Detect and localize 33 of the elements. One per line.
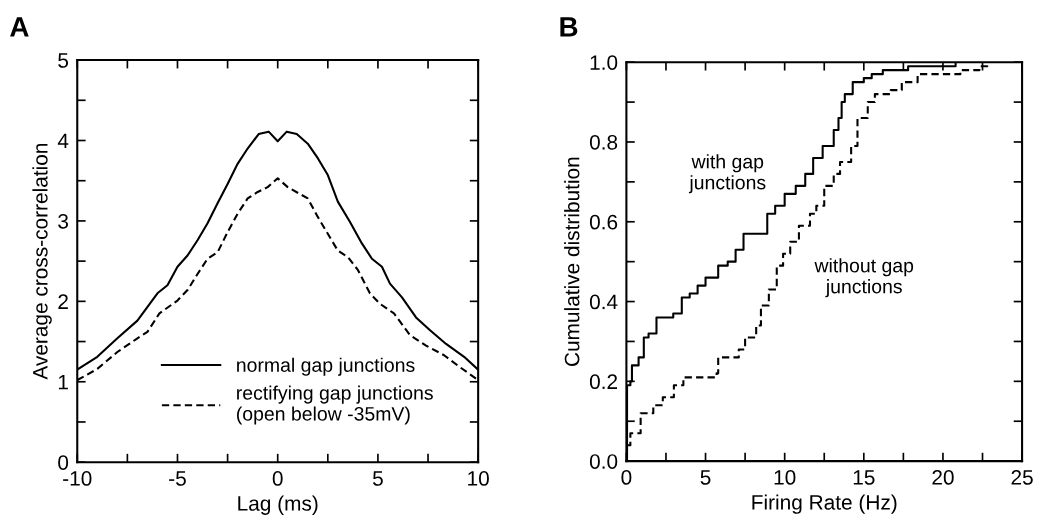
x-tick-label: 10 xyxy=(774,470,796,485)
legend-label: rectifying gap junctions (open below -35mV) xyxy=(237,385,433,425)
series-label: without gap junctions xyxy=(814,258,914,298)
y-tick-label: 1 xyxy=(58,374,68,390)
x-tick-label: -10 xyxy=(63,471,92,486)
x-tick-label: 5 xyxy=(372,471,383,486)
y-tick-label: 4 xyxy=(57,133,69,149)
x-tick-label: 5 xyxy=(700,470,711,485)
x-axis-title: Lag (ms) xyxy=(238,495,318,515)
y-tick-label: 0 xyxy=(58,455,69,470)
y-tick-label: 0.4 xyxy=(589,294,618,310)
x-axis-title: Firing Rate (Hz) xyxy=(752,494,897,514)
y-tick-label: 0.6 xyxy=(589,214,618,230)
x-tick-label: 15 xyxy=(853,470,875,485)
x-tick-label: 0 xyxy=(272,471,283,486)
y-tick-label: 0.8 xyxy=(589,134,618,150)
x-tick-label: 0 xyxy=(621,470,632,485)
x-tick-label: 20 xyxy=(932,470,954,485)
chart-title: B xyxy=(560,17,578,37)
y-tick-label: 5 xyxy=(58,53,69,68)
y-axis-title: Average cross-correlation xyxy=(32,143,52,380)
y-tick-label: 0.2 xyxy=(589,374,618,390)
series-label: with gap junctions xyxy=(688,154,766,194)
chart-title: A xyxy=(10,17,29,37)
y-tick-label: 1.0 xyxy=(590,55,618,70)
x-tick-label: 10 xyxy=(468,471,489,486)
legend-label: normal gap junctions xyxy=(237,357,415,376)
x-tick-label: 25 xyxy=(1011,470,1033,485)
y-tick-label: 0.0 xyxy=(589,454,618,469)
x-tick-label: -5 xyxy=(169,471,186,486)
y-tick-label: 2 xyxy=(58,294,68,309)
y-axis-title: Cumulative distribution xyxy=(564,157,580,366)
y-tick-label: 3 xyxy=(58,213,69,229)
